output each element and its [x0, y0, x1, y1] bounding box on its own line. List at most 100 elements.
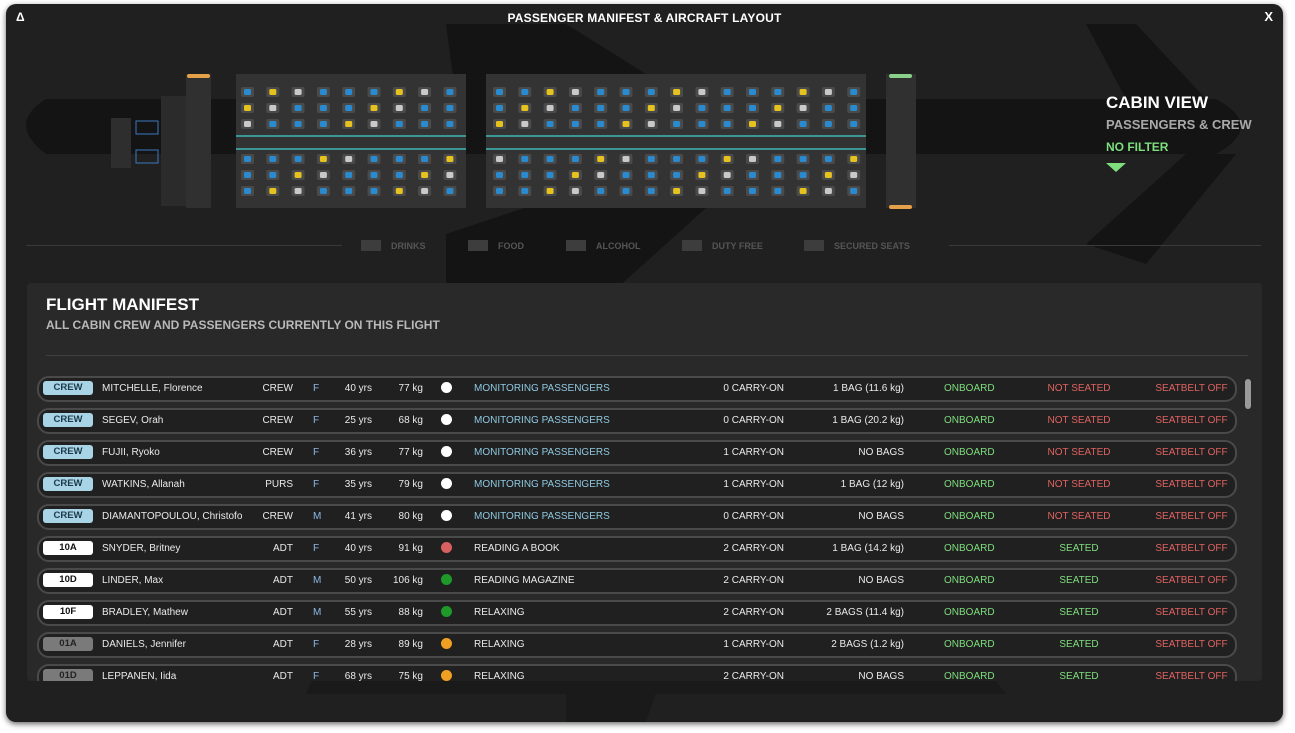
- onboard-status: ONBOARD: [944, 511, 995, 522]
- passenger-activity: READING MAGAZINE: [474, 575, 575, 586]
- passenger-gender: F: [313, 383, 320, 394]
- seat-occupant-icon: [698, 172, 706, 178]
- legend-drinks[interactable]: DRINKS: [361, 240, 426, 251]
- passenger-type: ADT: [273, 607, 293, 618]
- seatbelt-status: SEATBELT OFF: [1155, 575, 1228, 586]
- seat-occupant-icon: [774, 188, 782, 194]
- passenger-weight: 91 kg: [398, 543, 423, 554]
- table-row[interactable]: CREW DIAMANTOPOULOU, Christofora CREW M 41 y…: [37, 504, 1237, 530]
- passenger-weight: 106 kg: [392, 575, 423, 586]
- seated-status: NOT SEATED: [1047, 447, 1111, 458]
- nose-section: [111, 118, 131, 168]
- seatbelt-status: SEATBELT OFF: [1155, 511, 1228, 522]
- delta-icon[interactable]: Δ: [16, 10, 25, 24]
- seat-badge: 01A: [43, 637, 93, 651]
- passenger-activity: MONITORING PASSENGERS: [474, 447, 610, 458]
- seat-occupant-icon: [546, 188, 554, 194]
- table-row[interactable]: CREW FUJII, Ryoko CREW F 36 yrs 77 kg MONITORI…: [37, 440, 1237, 466]
- passenger-name: LEPPANEN, Iida: [102, 671, 177, 681]
- seat-occupant-icon: [774, 172, 782, 178]
- checked-bags: 1 BAG (14.2 kg): [832, 543, 904, 554]
- door-marker: [187, 74, 210, 78]
- table-row[interactable]: 01D LEPPANEN, Iida ADT F 68 yrs 75 kg RELAXING…: [37, 664, 1237, 681]
- filter-dropdown-arrow-icon[interactable]: [1106, 163, 1126, 172]
- seat-occupant-icon: [571, 105, 579, 111]
- filter-selector[interactable]: NO FILTER: [1106, 140, 1169, 154]
- seat-occupant-icon: [294, 156, 302, 162]
- seat-occupant-icon: [421, 105, 429, 111]
- table-row[interactable]: 01A DANIELS, Jennifer ADT F 28 yrs 89 kg RELAX…: [37, 632, 1237, 658]
- seat-occupant-icon: [597, 121, 605, 127]
- seatbelt-status: SEATBELT OFF: [1155, 543, 1228, 554]
- passenger-activity: MONITORING PASSENGERS: [474, 415, 610, 426]
- table-row[interactable]: CREW SEGEV, Orah CREW F 25 yrs 68 kg MONITORIN…: [37, 408, 1237, 434]
- passenger-gender: F: [313, 447, 320, 458]
- seat-occupant-icon: [521, 121, 529, 127]
- aircraft-seat-map: [111, 74, 916, 209]
- legend-alcohol[interactable]: ALCOHOL: [566, 240, 641, 251]
- seat-occupant-icon: [421, 172, 429, 178]
- checked-bags: 1 BAG (12 kg): [840, 479, 904, 490]
- window-title: PASSENGER MANIFEST & AIRCRAFT LAYOUT: [507, 11, 782, 25]
- seat-occupant-icon: [622, 89, 630, 95]
- seat-occupant-icon: [571, 188, 579, 194]
- seat-occupant-icon: [395, 156, 403, 162]
- door-marker: [889, 74, 912, 78]
- seat-occupant-icon: [850, 188, 858, 194]
- legend-duty-free[interactable]: DUTY FREE: [682, 240, 763, 251]
- seat-occupant-icon: [496, 188, 503, 194]
- seat-occupant-icon: [294, 121, 302, 127]
- passenger-activity: MONITORING PASSENGERS: [474, 479, 610, 490]
- carry-on-count: 0 CARRY-ON: [723, 511, 784, 522]
- table-row[interactable]: CREW WATKINS, Allanah PURS F 35 yrs 79 kg MONI…: [37, 472, 1237, 498]
- seat-occupant-icon: [395, 121, 403, 127]
- passenger-gender: F: [313, 639, 320, 650]
- seat-occupant-icon: [521, 188, 529, 194]
- food-swatch: [468, 240, 488, 251]
- legend-food[interactable]: FOOD: [468, 240, 524, 251]
- onboard-status: ONBOARD: [944, 447, 995, 458]
- seat-badge: CREW: [43, 509, 93, 523]
- passenger-type: CREW: [262, 415, 293, 426]
- carry-on-count: 2 CARRY-ON: [723, 671, 784, 681]
- seat-occupant-icon: [294, 89, 302, 95]
- seated-status: SEATED: [1059, 639, 1099, 650]
- onboard-status: ONBOARD: [944, 479, 995, 490]
- table-row[interactable]: CREW MITCHELLE, Florence CREW F 40 yrs 77 kg M…: [37, 376, 1237, 402]
- seat-occupant-icon: [496, 156, 503, 162]
- seatbelt-status: SEATBELT OFF: [1155, 383, 1228, 394]
- close-button[interactable]: X: [1264, 9, 1273, 24]
- passenger-name: DANIELS, Jennifer: [102, 639, 186, 650]
- title-bar: Δ PASSENGER MANIFEST & AIRCRAFT LAYOUT X: [6, 4, 1283, 32]
- seat-occupant-icon: [723, 89, 731, 95]
- onboard-status: ONBOARD: [944, 415, 995, 426]
- table-row[interactable]: 10F BRADLEY, Mathew ADT M 55 yrs 88 kg RELAXIN…: [37, 600, 1237, 626]
- passenger-weight: 75 kg: [398, 671, 423, 681]
- seated-status: SEATED: [1059, 543, 1099, 554]
- manifest-scrollbar[interactable]: [1245, 379, 1251, 409]
- seat-occupant-icon: [647, 121, 655, 127]
- seat-occupant-icon: [774, 105, 782, 111]
- seat-occupant-icon: [723, 156, 731, 162]
- passenger-type: CREW: [262, 447, 293, 458]
- mood-indicator-icon: [441, 382, 452, 393]
- seat-occupant-icon: [446, 156, 454, 162]
- seat-occupant-icon: [774, 156, 782, 162]
- galley-aft: [886, 74, 916, 208]
- seat-occupant-icon: [319, 89, 327, 95]
- seat-occupant-icon: [571, 89, 579, 95]
- carry-on-count: 1 CARRY-ON: [723, 447, 784, 458]
- seat-occupant-icon: [698, 156, 706, 162]
- table-row[interactable]: 10D LINDER, Max ADT M 50 yrs 106 kg READING MA…: [37, 568, 1237, 594]
- carry-on-count: 2 CARRY-ON: [723, 575, 784, 586]
- drinks-swatch: [361, 240, 381, 251]
- mood-indicator-icon: [441, 670, 452, 681]
- manifest-window: Δ PASSENGER MANIFEST & AIRCRAFT LAYOUT X…: [6, 4, 1283, 722]
- carry-on-count: 2 CARRY-ON: [723, 543, 784, 554]
- seatbelt-status: SEATBELT OFF: [1155, 639, 1228, 650]
- table-row[interactable]: 10A SNYDER, Britney ADT F 40 yrs 91 kg READING…: [37, 536, 1237, 562]
- legend-secured-seats[interactable]: SECURED SEATS: [804, 240, 910, 251]
- passenger-gender: M: [313, 511, 322, 522]
- passenger-type: CREW: [262, 511, 293, 522]
- carry-on-count: 2 CARRY-ON: [723, 607, 784, 618]
